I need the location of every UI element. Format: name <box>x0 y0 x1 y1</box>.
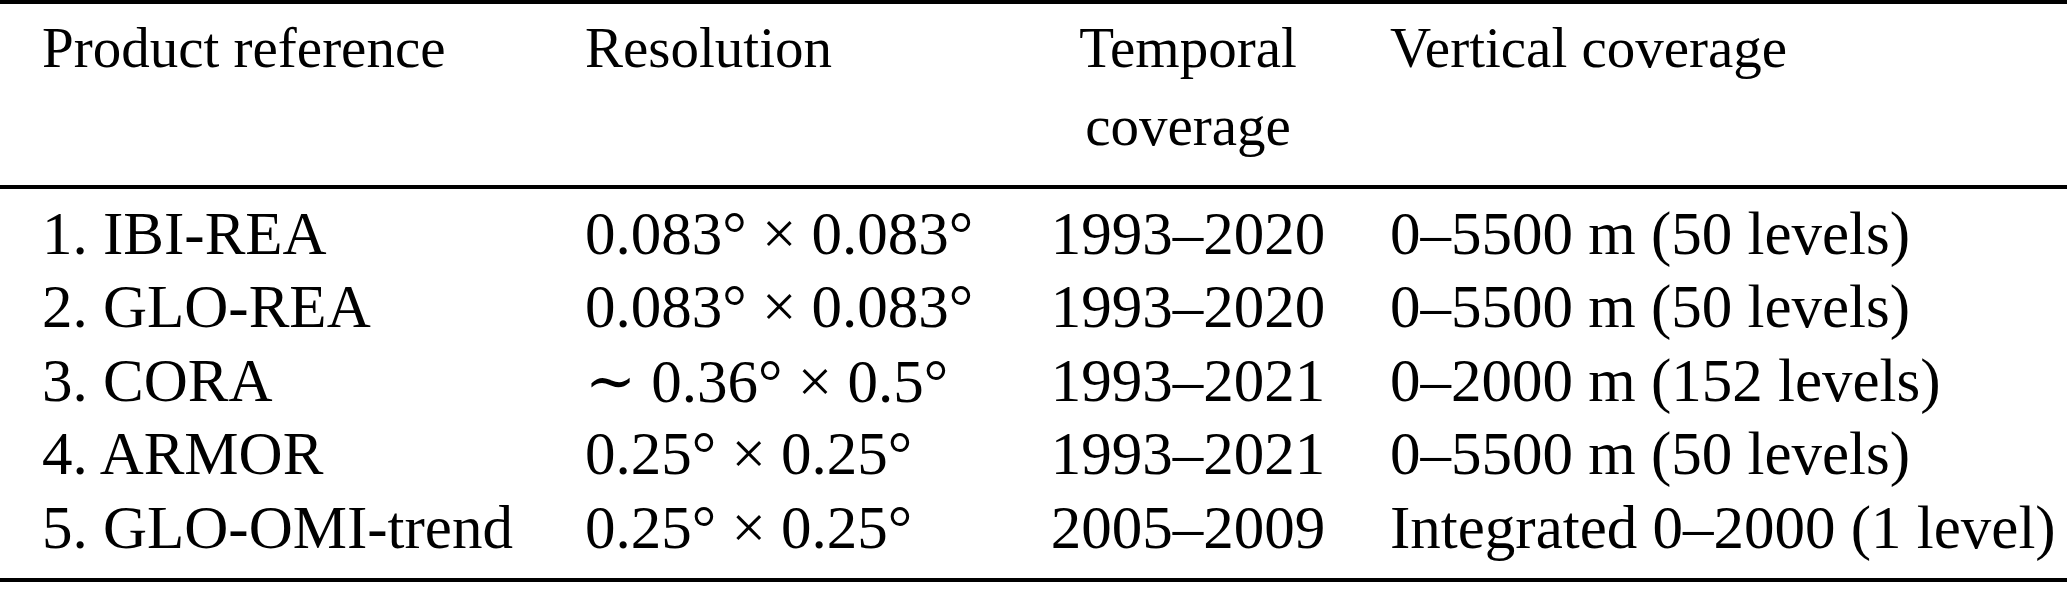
table-row: 1. IBI-REA 0.083° × 0.083° 1993–2020 0–5… <box>42 197 2042 271</box>
cell-temporal-coverage: 1993–2020 <box>1048 272 1328 342</box>
cell-resolution: 0.25° × 0.25° <box>585 493 1048 563</box>
cell-vertical-coverage: 0–2000 m (152 levels) <box>1328 346 2042 416</box>
cell-temporal-coverage: 2005–2009 <box>1048 493 1328 563</box>
table-row: 3. CORA ∼ 0.36° × 0.5° 1993–2021 0–2000 … <box>42 344 2042 418</box>
cell-temporal-coverage: 1993–2021 <box>1048 346 1328 416</box>
column-header-product-reference: Product reference <box>42 9 585 165</box>
column-header-temporal-coverage: Temporal coverage <box>1048 9 1328 165</box>
cell-vertical-coverage: 0–5500 m (50 levels) <box>1328 199 2042 269</box>
table-header-row: Product reference Resolution Temporal co… <box>42 9 2042 165</box>
table-top-rule <box>0 0 2067 4</box>
cell-product-reference: 3. CORA <box>42 346 585 416</box>
table-row: 4. ARMOR 0.25° × 0.25° 1993–2021 0–5500 … <box>42 418 2042 492</box>
cell-temporal-coverage: 1993–2021 <box>1048 419 1328 489</box>
cell-product-reference: 1. IBI-REA <box>42 199 585 269</box>
cell-temporal-coverage: 1993–2020 <box>1048 199 1328 269</box>
table-row: 2. GLO-REA 0.083° × 0.083° 1993–2020 0–5… <box>42 271 2042 345</box>
cell-resolution: ∼ 0.36° × 0.5° <box>585 345 1048 417</box>
paper-table-figure: Product reference Resolution Temporal co… <box>0 0 2067 589</box>
cell-vertical-coverage: Integrated 0–2000 (1 level) <box>1328 493 2056 563</box>
table-bottom-rule <box>0 578 2067 582</box>
table-header-rule <box>0 185 2067 189</box>
column-header-resolution: Resolution <box>585 9 1048 165</box>
cell-resolution: 0.083° × 0.083° <box>585 199 1048 269</box>
cell-resolution: 0.083° × 0.083° <box>585 272 1048 342</box>
cell-vertical-coverage: 0–5500 m (50 levels) <box>1328 272 2042 342</box>
cell-product-reference: 2. GLO-REA <box>42 272 585 342</box>
table-body: 1. IBI-REA 0.083° × 0.083° 1993–2020 0–5… <box>42 197 2042 565</box>
table-row: 5. GLO-OMI-trend 0.25° × 0.25° 2005–2009… <box>42 491 2042 565</box>
cell-product-reference: 4. ARMOR <box>42 419 585 489</box>
column-header-vertical-coverage: Vertical coverage <box>1328 9 2042 165</box>
cell-resolution: 0.25° × 0.25° <box>585 419 1048 489</box>
cell-product-reference: 5. GLO-OMI-trend <box>42 493 585 563</box>
cell-vertical-coverage: 0–5500 m (50 levels) <box>1328 419 2042 489</box>
